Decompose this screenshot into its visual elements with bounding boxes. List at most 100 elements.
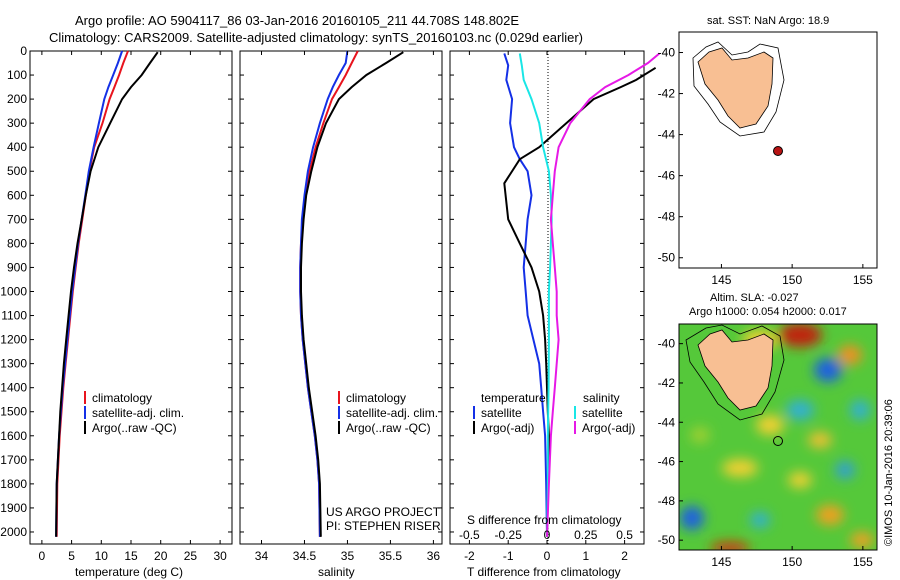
t-difference-label: T difference from climatology <box>467 565 621 579</box>
depth-tick-label: 400 <box>7 140 27 154</box>
lat-tick-label: -48 <box>658 494 676 508</box>
lat-tick-label: -46 <box>658 169 676 183</box>
x-tick-label: 30 <box>213 549 227 563</box>
difference-panel: -2 -1 0 1 2 S difference from climatology -0… <box>449 50 661 579</box>
x-tick-label: 1 <box>582 549 589 563</box>
x-tick-label: 2 <box>621 549 628 563</box>
legend-label-s-argo: Argo(-adj) <box>582 421 635 435</box>
sst-map-panel: sat. SST: NaN Argo: 18.9 145 150 155 -40 -42… <box>658 15 878 287</box>
tasmania-landmass <box>697 47 774 129</box>
depth-tick-label: 1300 <box>0 357 27 371</box>
x-tick-label: 34 <box>255 549 269 563</box>
series-line-satellite <box>503 53 548 537</box>
depth-tick-label: 2000 <box>0 525 27 539</box>
legend-label-satellite: satellite-adj. clim. <box>346 406 438 420</box>
depth-tick-label: 600 <box>7 188 27 202</box>
imos-side-label: ©IMOS 10-Jan-2016 20:39:06 <box>883 399 895 546</box>
title-line-1: Argo profile: AO 5904117_86 03-Jan-2016 … <box>75 13 520 28</box>
temperature-axes-box <box>29 50 233 545</box>
depth-tick-label: 100 <box>7 68 27 82</box>
depth-tick-label: 500 <box>7 164 27 178</box>
depth-tick-label: 1600 <box>0 429 27 443</box>
depth-tick-label: 1700 <box>0 453 27 467</box>
lon-tick-label: 150 <box>782 273 802 287</box>
s-difference-tick-label: -0.5 <box>459 528 480 542</box>
lat-tick-label: -42 <box>658 376 676 390</box>
lon-tick-label: 145 <box>711 555 731 569</box>
depth-tick-label: 1900 <box>0 501 27 515</box>
depth-tick-label: 1200 <box>0 333 27 347</box>
legend-title-temperature: temperature <box>481 391 546 405</box>
temperature-xlabel: temperature (deg C) <box>75 565 183 579</box>
s-difference-tick-label: 0.5 <box>616 528 633 542</box>
lat-tick-label: -50 <box>658 533 676 547</box>
s-difference-tick-label: 0.25 <box>574 528 598 542</box>
depth-tick-label: 700 <box>7 212 27 226</box>
lat-tick-label: -48 <box>658 210 676 224</box>
x-tick-label: -1 <box>503 549 514 563</box>
pi-annotation: PI: STEPHEN RISER <box>326 519 441 533</box>
lat-tick-label: -44 <box>658 415 676 429</box>
legend-title-salinity: salinity <box>583 391 620 405</box>
salinity-axes-box <box>239 50 443 545</box>
x-tick-label: -2 <box>464 549 475 563</box>
sla-map-title-1: Altim. SLA: -0.027 <box>710 292 799 304</box>
sla-map-title-2: Argo h1000: 0.054 h2000: 0.017 <box>689 306 847 318</box>
lat-tick-label: -40 <box>658 337 676 351</box>
lon-tick-label: 145 <box>711 273 731 287</box>
legend-label-argo: Argo(..raw -QC) <box>346 421 431 435</box>
temperature-panel: 0 5 10 15 20 25 30 0 100 200 300 400 500 600 700 800 90… <box>0 44 233 579</box>
depth-tick-label: 1000 <box>0 284 27 298</box>
sst-map-title: sat. SST: NaN Argo: 18.9 <box>707 15 829 27</box>
lat-tick-label: -42 <box>658 87 676 101</box>
depth-tick-label: 900 <box>7 260 27 274</box>
lon-tick-label: 150 <box>782 555 802 569</box>
title-line-2: Climatology: CARS2009. Satellite-adjuste… <box>49 30 584 45</box>
temperature-legend: climatology satellite-adj. clim. Argo(..… <box>84 391 184 435</box>
x-tick-label: 36 <box>427 549 441 563</box>
lat-tick-label: -50 <box>658 251 676 265</box>
project-annotation: US ARGO PROJECT <box>326 505 441 519</box>
x-tick-label: 0 <box>39 549 46 563</box>
depth-tick-label: 1100 <box>1 309 27 323</box>
legend-label-climatology: climatology <box>92 391 152 405</box>
x-tick-label: 15 <box>124 549 138 563</box>
sla-map-panel: Altim. SLA: -0.027 Argo h1000: 0.054 h20… <box>658 292 895 569</box>
depth-tick-label: 800 <box>7 236 27 250</box>
sla-field <box>679 324 877 550</box>
s-difference-tick-label: -0.25 <box>495 528 523 542</box>
lat-tick-label: -40 <box>658 46 676 60</box>
series-line-argo-raw-qc- <box>55 51 159 537</box>
difference-legend: temperature salinity satellite Argo(-adj… <box>473 391 635 435</box>
lat-tick-label: -46 <box>658 455 676 469</box>
salinity-legend: climatology satellite-adj. clim. Argo(..… <box>338 391 438 435</box>
s-difference-label: S difference from climatology <box>467 513 622 527</box>
legend-label-argo: Argo(..raw -QC) <box>92 421 177 435</box>
x-tick-label: 35.5 <box>379 549 403 563</box>
series-line-argo-raw-qc- <box>300 51 404 537</box>
series-line-argo-adj- <box>546 52 661 537</box>
legend-label-t-satellite: satellite <box>481 406 522 420</box>
legend-label-s-satellite: satellite <box>582 406 623 420</box>
sla-map-axes-box <box>678 323 878 551</box>
argo-float-marker <box>773 146 783 156</box>
lon-tick-label: 155 <box>853 555 873 569</box>
depth-tick-label: 0 <box>20 44 27 58</box>
x-tick-label: 35 <box>341 549 355 563</box>
lon-tick-label: 155 <box>853 273 873 287</box>
depth-tick-label: 1500 <box>0 405 27 419</box>
salinity-xlabel: salinity <box>318 565 355 579</box>
x-tick-label: 34.5 <box>293 549 317 563</box>
legend-label-t-argo: Argo(-adj) <box>481 421 534 435</box>
depth-tick-label: 200 <box>7 92 27 106</box>
depth-tick-label: 300 <box>7 116 27 130</box>
x-tick-label: 10 <box>95 549 109 563</box>
x-tick-label: 0 <box>544 549 551 563</box>
x-tick-label: 25 <box>184 549 198 563</box>
salinity-panel: 34 34.5 35 35.5 36 salinity climatology sate… <box>239 50 443 579</box>
x-tick-label: 5 <box>68 549 75 563</box>
depth-tick-label: 1800 <box>0 477 27 491</box>
depth-tick-label: 1400 <box>0 381 27 395</box>
legend-label-satellite: satellite-adj. clim. <box>92 406 184 420</box>
lat-tick-label: -44 <box>658 128 676 142</box>
